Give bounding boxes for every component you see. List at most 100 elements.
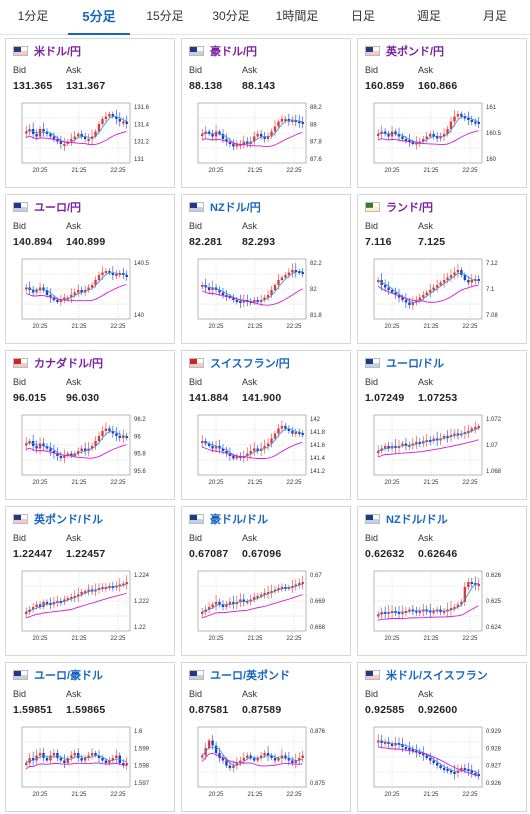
pair-name[interactable]: ランド/円 <box>386 202 434 214</box>
rate-card[interactable]: ランド/円 Bid Ask 7.116 7.125 7.12 7.1 7.08 20:25 21:… <box>357 194 527 344</box>
candle <box>291 431 294 434</box>
rate-card[interactable]: ユーロ/英ポンド Bid Ask 0.87581 0.87589 0.876 0.875 20… <box>181 662 351 812</box>
rate-card[interactable]: 豪ドル/円 Bid Ask 88.138 88.143 88.2 88 87.8 87.6 20:… <box>181 38 351 188</box>
tab-4[interactable]: 30分足 <box>212 9 250 23</box>
pair-name[interactable]: 英ポンド/ドル <box>34 514 104 526</box>
pair-name[interactable]: 米ドル/円 <box>34 46 82 58</box>
tab-2[interactable]: 5分足 <box>68 0 130 35</box>
mini-candlestick-chart[interactable]: 1.072 1.07 1.068 20:25 21:25 22:25 <box>362 411 522 495</box>
pair-name[interactable]: 豪ドル/ドル <box>210 514 269 526</box>
bid-value: 140.894 <box>13 236 53 248</box>
rate-card[interactable]: ユーロ/円 Bid Ask 140.894 140.899 140.5 140 20:25 21… <box>5 194 175 344</box>
x-tick-label: 22:25 <box>462 636 478 642</box>
candle <box>404 443 408 446</box>
candle <box>474 427 477 429</box>
rate-card[interactable]: 米ドル/スイスフラン Bid Ask 0.92585 0.92600 0.929 0.928… <box>357 662 527 812</box>
x-tick-label: 21:25 <box>71 168 87 174</box>
candle <box>415 442 418 444</box>
rate-card[interactable]: NZドル/円 Bid Ask 82.281 82.293 82.2 82 81.8 20:25 2… <box>181 194 351 344</box>
mini-candlestick-chart[interactable]: 96.2 96 95.8 95.6 20:25 21:25 22:25 <box>10 411 170 495</box>
mini-candlestick-chart[interactable]: 0.929 0.928 0.927 0.926 20:25 21:25 22:25 <box>362 723 522 807</box>
candle <box>429 758 432 761</box>
pair-name[interactable]: ユーロ/英ポンド <box>210 670 291 682</box>
candle <box>35 446 38 449</box>
y-tick-label: 1.22 <box>134 625 146 631</box>
candle <box>446 129 449 134</box>
pair-name[interactable]: スイスフラン/円 <box>210 358 290 370</box>
mini-candlestick-chart[interactable]: 0.626 0.625 0.624 20:25 21:25 22:25 <box>362 567 522 651</box>
candle <box>218 131 221 134</box>
ma-slow-line <box>201 288 303 306</box>
candle <box>125 582 128 584</box>
rate-card[interactable]: 英ポンド/円 Bid Ask 160.859 160.866 161 160.5 160 20:… <box>357 38 527 188</box>
tab-8[interactable]: 月足 <box>482 9 507 23</box>
rate-card[interactable]: 豪ドル/ドル Bid Ask 0.67087 0.67096 0.67 0.669 0.668… <box>181 506 351 656</box>
rate-card[interactable]: ユーロ/ドル Bid Ask 1.07249 1.07253 1.072 1.07 1.068… <box>357 350 527 500</box>
x-tick-label: 20:25 <box>208 324 224 330</box>
mini-candlestick-chart[interactable]: 142 141.8 141.6 141.4 141.2 20:25 21:25 22:25 <box>186 411 346 495</box>
y-tick-label: 131.4 <box>134 122 150 128</box>
pair-name[interactable]: 英ポンド/円 <box>386 46 445 58</box>
candle <box>418 297 421 300</box>
pair-name[interactable]: カナダドル/円 <box>34 358 104 370</box>
candle <box>273 589 277 592</box>
x-tick-label: 20:25 <box>32 168 48 174</box>
candle <box>429 134 432 137</box>
tab-3[interactable]: 15分足 <box>146 9 184 23</box>
rate-card[interactable]: ユーロ/豪ドル Bid Ask 1.59851 1.59865 1.6 1.599 1.598… <box>5 662 175 812</box>
y-tick-label: 1.224 <box>134 573 150 579</box>
card-header: ユーロ/豪ドル <box>13 667 103 683</box>
candle <box>277 428 280 434</box>
rate-card[interactable]: NZドル/ドル Bid Ask 0.62632 0.62646 0.626 0.625 0.6… <box>357 506 527 656</box>
ma-fast-line <box>201 428 303 458</box>
mini-candlestick-chart[interactable]: 131.6 131.4 131.2 131 20:25 21:25 22:25 <box>10 99 170 183</box>
candle <box>280 277 284 280</box>
rate-card[interactable]: スイスフラン/円 Bid Ask 141.884 141.900 142 141.8 141.… <box>181 350 351 500</box>
mini-candlestick-chart[interactable]: 0.876 0.875 20:25 21:25 22:25 <box>186 723 346 807</box>
mini-candlestick-chart[interactable]: 1.6 1.599 1.598 1.597 20:25 21:25 22:25 <box>10 723 170 807</box>
candle <box>118 436 121 438</box>
pair-name[interactable]: 豪ドル/円 <box>210 46 258 58</box>
us-flag-icon <box>13 46 28 56</box>
candle <box>291 120 294 122</box>
mini-candlestick-chart[interactable]: 0.67 0.669 0.668 20:25 21:25 22:25 <box>186 567 346 651</box>
mini-candlestick-chart[interactable]: 7.12 7.1 7.08 20:25 21:25 22:25 <box>362 255 522 339</box>
pair-name[interactable]: ユーロ/豪ドル <box>34 670 104 682</box>
tab-7[interactable]: 週足 <box>416 9 441 23</box>
rate-card[interactable]: 米ドル/円 Bid Ask 131.365 131.367 131.6 131.4 131.2… <box>5 38 175 188</box>
mini-candlestick-chart[interactable]: 1.224 1.222 1.22 20:25 21:25 22:25 <box>10 567 170 651</box>
ask-label: Ask <box>66 65 82 75</box>
candle <box>467 431 470 433</box>
mini-candlestick-chart[interactable]: 88.2 88 87.8 87.6 20:25 21:25 22:25 <box>186 99 346 183</box>
tab-1[interactable]: 1分足 <box>17 9 49 23</box>
mini-candlestick-chart[interactable]: 140.5 140 20:25 21:25 22:25 <box>10 255 170 339</box>
candle <box>422 753 425 756</box>
candle <box>239 144 242 146</box>
ask-value: 82.293 <box>242 236 276 248</box>
tab-6[interactable]: 日足 <box>350 9 375 23</box>
candle <box>253 136 256 142</box>
candle <box>42 602 45 607</box>
candle <box>387 287 390 290</box>
rate-card[interactable]: カナダドル/円 Bid Ask 96.015 96.030 96.2 96 95.8 95.6 2… <box>5 350 175 500</box>
rate-card[interactable]: 英ポンド/ドル Bid Ask 1.22447 1.22457 1.224 1.222 1.2… <box>5 506 175 656</box>
pair-name[interactable]: 米ドル/スイスフラン <box>386 670 488 682</box>
candle <box>301 272 304 274</box>
candle <box>460 768 463 771</box>
candle <box>259 755 263 758</box>
candle <box>73 136 76 139</box>
tab-5[interactable]: 1時間足 <box>275 9 319 23</box>
mini-candlestick-chart[interactable]: 161 160.5 160 20:25 21:25 22:25 <box>362 99 522 183</box>
pair-name[interactable]: NZドル/円 <box>210 202 261 214</box>
y-tick-label: 0.624 <box>486 625 502 631</box>
pair-name[interactable]: ユーロ/円 <box>34 202 82 214</box>
candle <box>38 604 42 607</box>
pair-name[interactable]: ユーロ/ドル <box>386 358 445 370</box>
pair-name[interactable]: NZドル/ドル <box>386 514 448 526</box>
candle <box>218 290 221 293</box>
candle <box>52 136 56 139</box>
ask-value: 96.030 <box>66 392 100 404</box>
mini-candlestick-chart[interactable]: 82.2 82 81.8 20:25 21:25 22:25 <box>186 255 346 339</box>
ma-fast-line <box>25 272 127 301</box>
candle <box>122 121 125 124</box>
